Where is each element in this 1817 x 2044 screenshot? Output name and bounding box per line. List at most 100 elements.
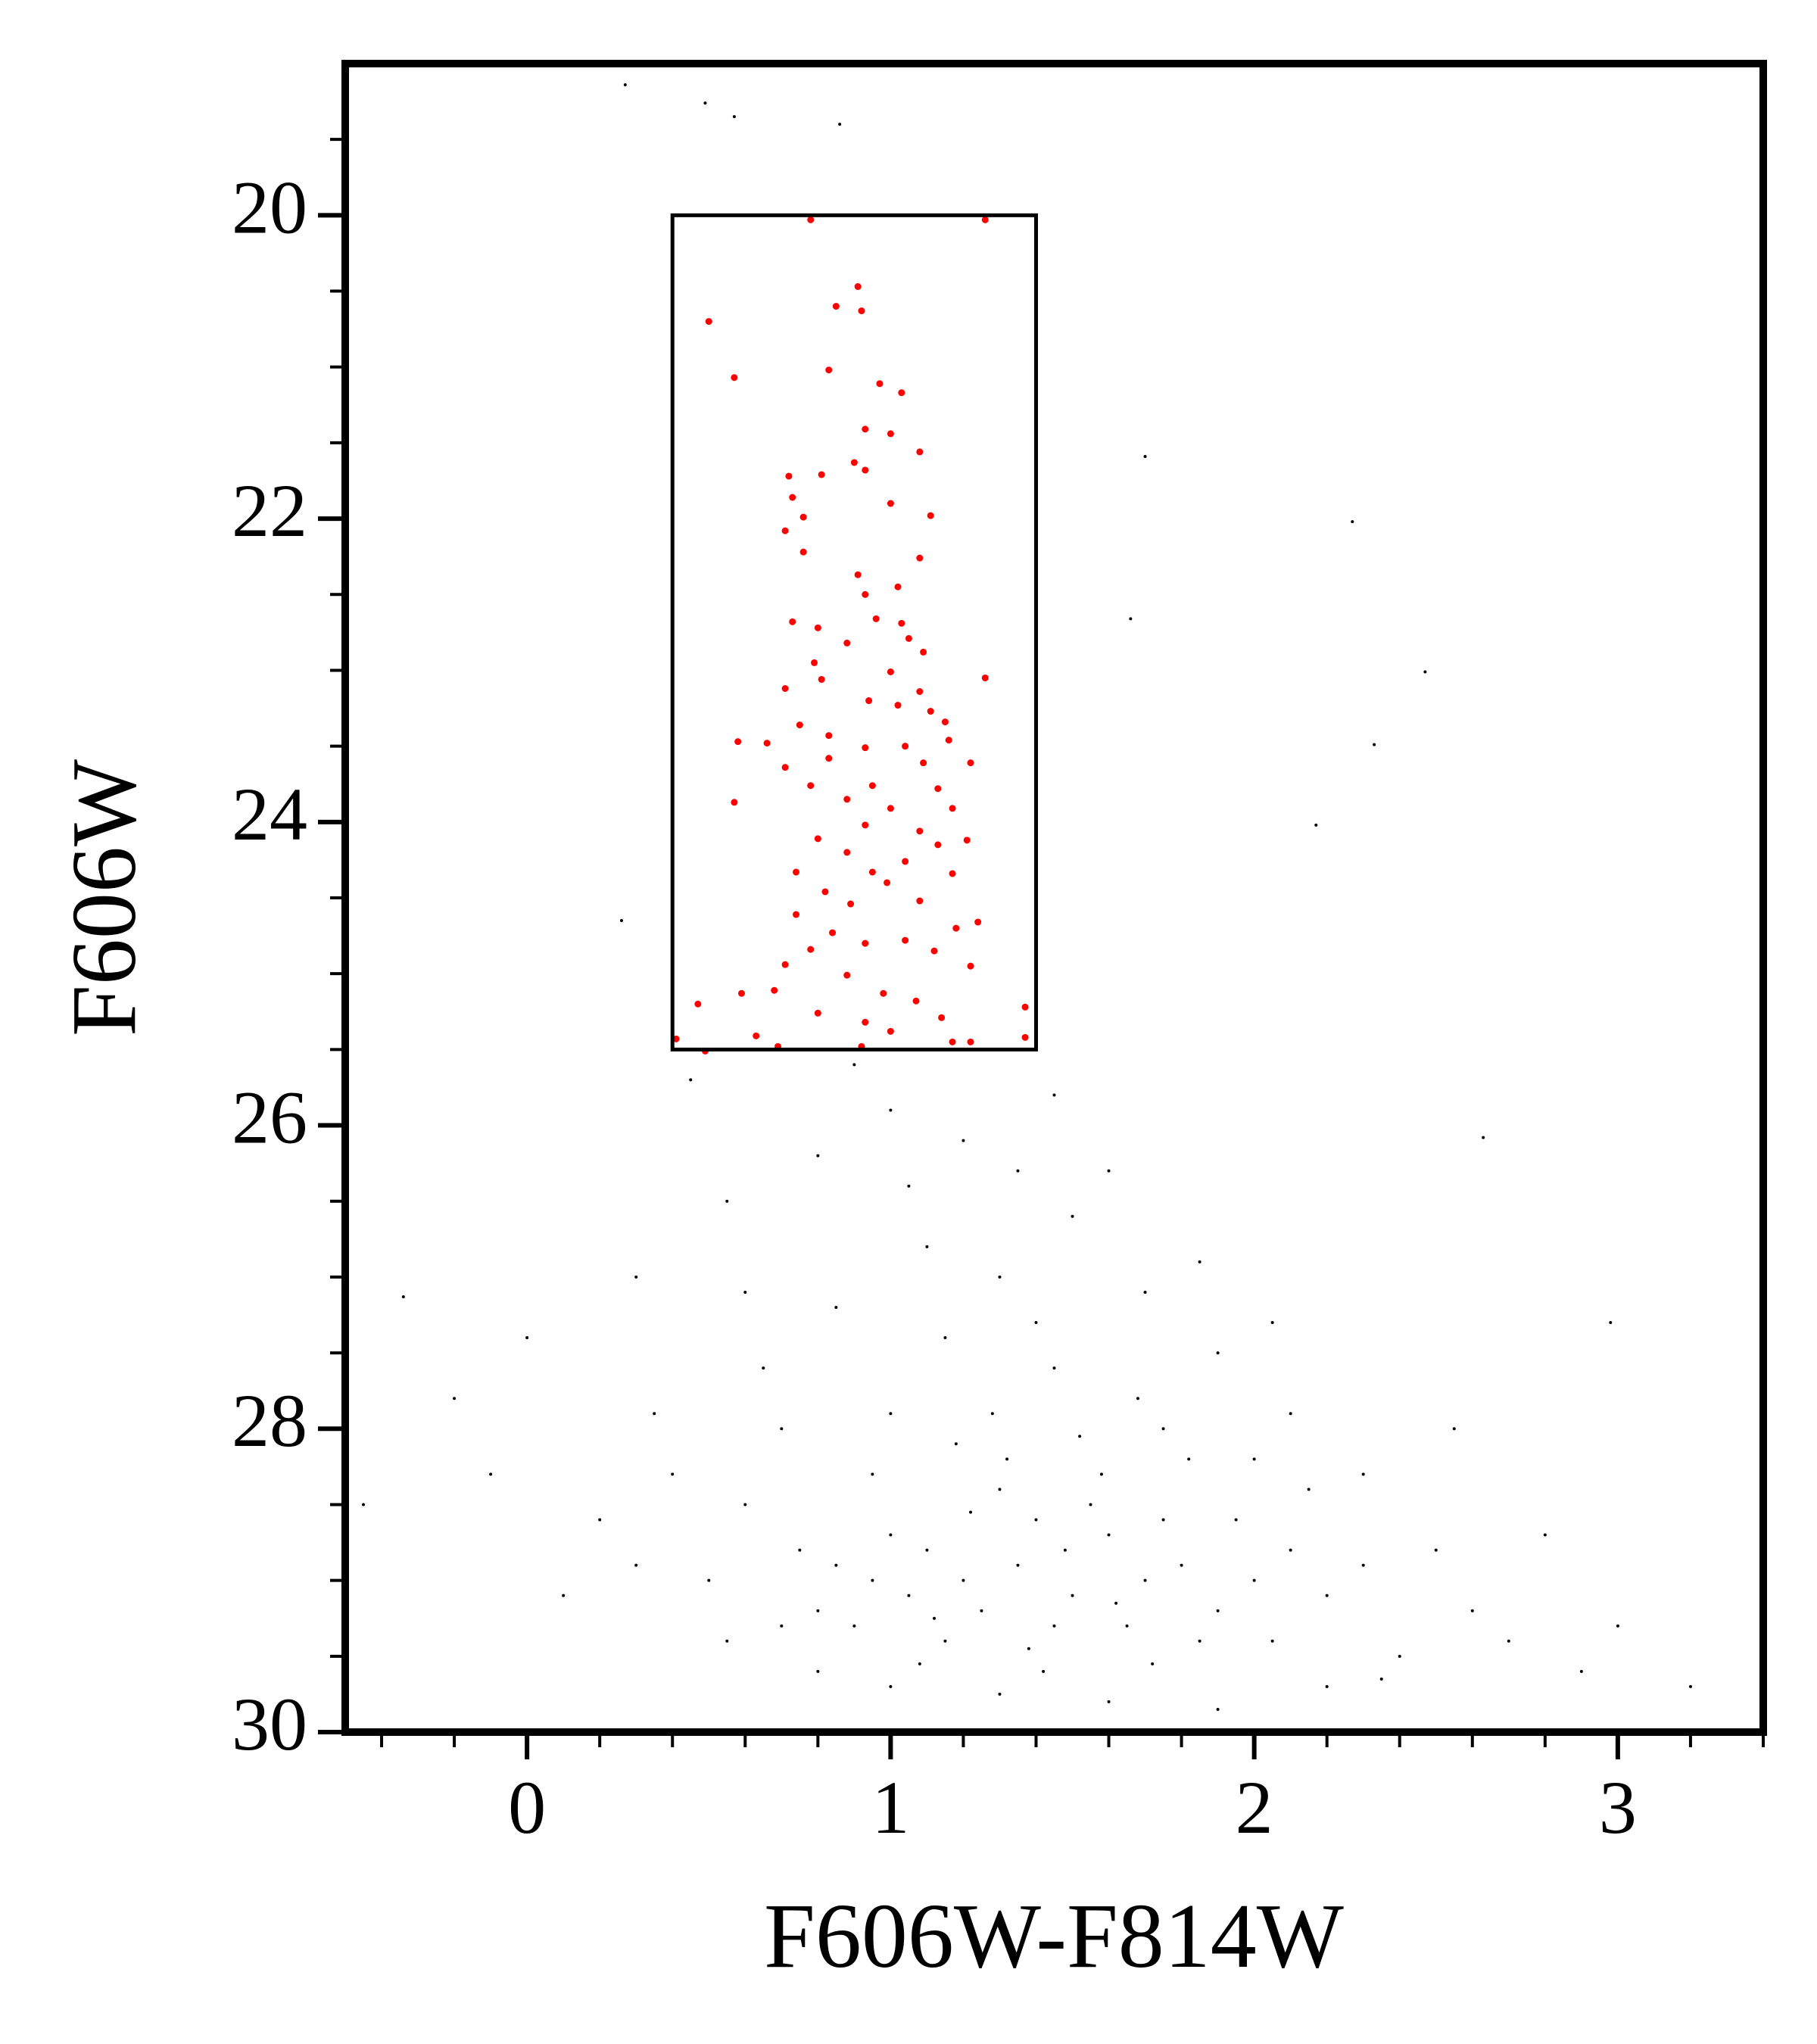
point: [1016, 1169, 1020, 1173]
point: [868, 782, 876, 790]
point: [1107, 1700, 1111, 1703]
point: [943, 1336, 947, 1340]
point: [927, 512, 934, 519]
point: [1216, 1707, 1220, 1711]
point: [961, 1139, 965, 1142]
point: [912, 997, 920, 1005]
point: [1021, 1033, 1029, 1041]
point: [916, 897, 924, 905]
point: [814, 624, 821, 631]
plot-frame: [341, 60, 1767, 1736]
point: [821, 888, 829, 896]
point: [907, 1184, 911, 1188]
point: [1099, 1472, 1103, 1476]
point: [798, 1548, 802, 1552]
point: [943, 1639, 947, 1643]
point: [689, 1078, 693, 1082]
point: [884, 879, 891, 886]
point: [949, 805, 956, 812]
point: [898, 619, 905, 627]
point: [1005, 1457, 1009, 1461]
point: [814, 835, 821, 843]
point: [854, 571, 862, 578]
point: [871, 1472, 874, 1476]
point: [868, 868, 876, 876]
point: [1107, 1533, 1111, 1537]
point: [796, 721, 803, 729]
point: [889, 1684, 893, 1688]
point: [880, 989, 887, 997]
point: [634, 1563, 638, 1567]
y-tick-label: 22: [232, 469, 307, 553]
point: [998, 1488, 1002, 1491]
y-tick-label: 28: [232, 1379, 307, 1463]
point: [1452, 1427, 1456, 1431]
point: [598, 1518, 602, 1522]
point: [1482, 1136, 1485, 1139]
point: [905, 634, 912, 642]
point: [902, 858, 909, 865]
point: [894, 702, 902, 709]
point: [1543, 1533, 1547, 1537]
point: [887, 805, 894, 812]
point: [1198, 1260, 1201, 1263]
point: [889, 1412, 893, 1416]
point: [753, 1032, 760, 1039]
point: [850, 459, 858, 466]
point: [734, 738, 742, 746]
point: [1434, 1548, 1438, 1552]
point: [1423, 670, 1427, 674]
point: [1688, 1684, 1692, 1688]
point: [814, 1009, 821, 1017]
point: [938, 1014, 946, 1021]
point: [1609, 1321, 1613, 1325]
point: [852, 1624, 856, 1628]
point: [789, 618, 796, 625]
point: [1016, 1563, 1020, 1567]
point: [854, 283, 862, 291]
point: [1252, 1457, 1256, 1461]
point: [862, 821, 869, 829]
point: [1042, 1669, 1046, 1673]
point: [1034, 1518, 1038, 1522]
point: [902, 936, 909, 944]
point: [1470, 1609, 1474, 1612]
point: [967, 759, 974, 767]
x-tick-label: 2: [1236, 1765, 1273, 1849]
point: [707, 1578, 711, 1582]
point: [980, 1609, 983, 1612]
point: [998, 1275, 1002, 1279]
point: [1325, 1594, 1329, 1597]
point: [818, 471, 825, 478]
point: [1143, 454, 1147, 458]
point: [780, 1624, 784, 1628]
point: [799, 513, 807, 521]
point: [1129, 617, 1133, 621]
point: [816, 1609, 820, 1612]
point: [1143, 1290, 1147, 1294]
point: [781, 684, 789, 692]
point: [1579, 1669, 1583, 1673]
point: [793, 868, 800, 876]
point: [1216, 1351, 1220, 1355]
point: [1216, 1609, 1220, 1612]
point: [834, 1305, 838, 1309]
point: [619, 919, 623, 923]
point: [1289, 1548, 1292, 1552]
point: [872, 615, 880, 622]
point: [1361, 1563, 1365, 1567]
point: [825, 755, 833, 762]
point: [453, 1397, 457, 1401]
point: [1361, 1472, 1365, 1476]
point: [807, 216, 815, 223]
point: [862, 744, 869, 752]
point: [1089, 1503, 1092, 1507]
point: [934, 785, 942, 793]
x-axis-label: F606W-F814W: [764, 1885, 1344, 1987]
point: [653, 1412, 656, 1416]
point: [871, 1578, 874, 1582]
x-tick-label: 0: [508, 1765, 546, 1849]
point: [1021, 1003, 1029, 1011]
point: [1198, 1639, 1201, 1643]
point: [1379, 1677, 1383, 1681]
